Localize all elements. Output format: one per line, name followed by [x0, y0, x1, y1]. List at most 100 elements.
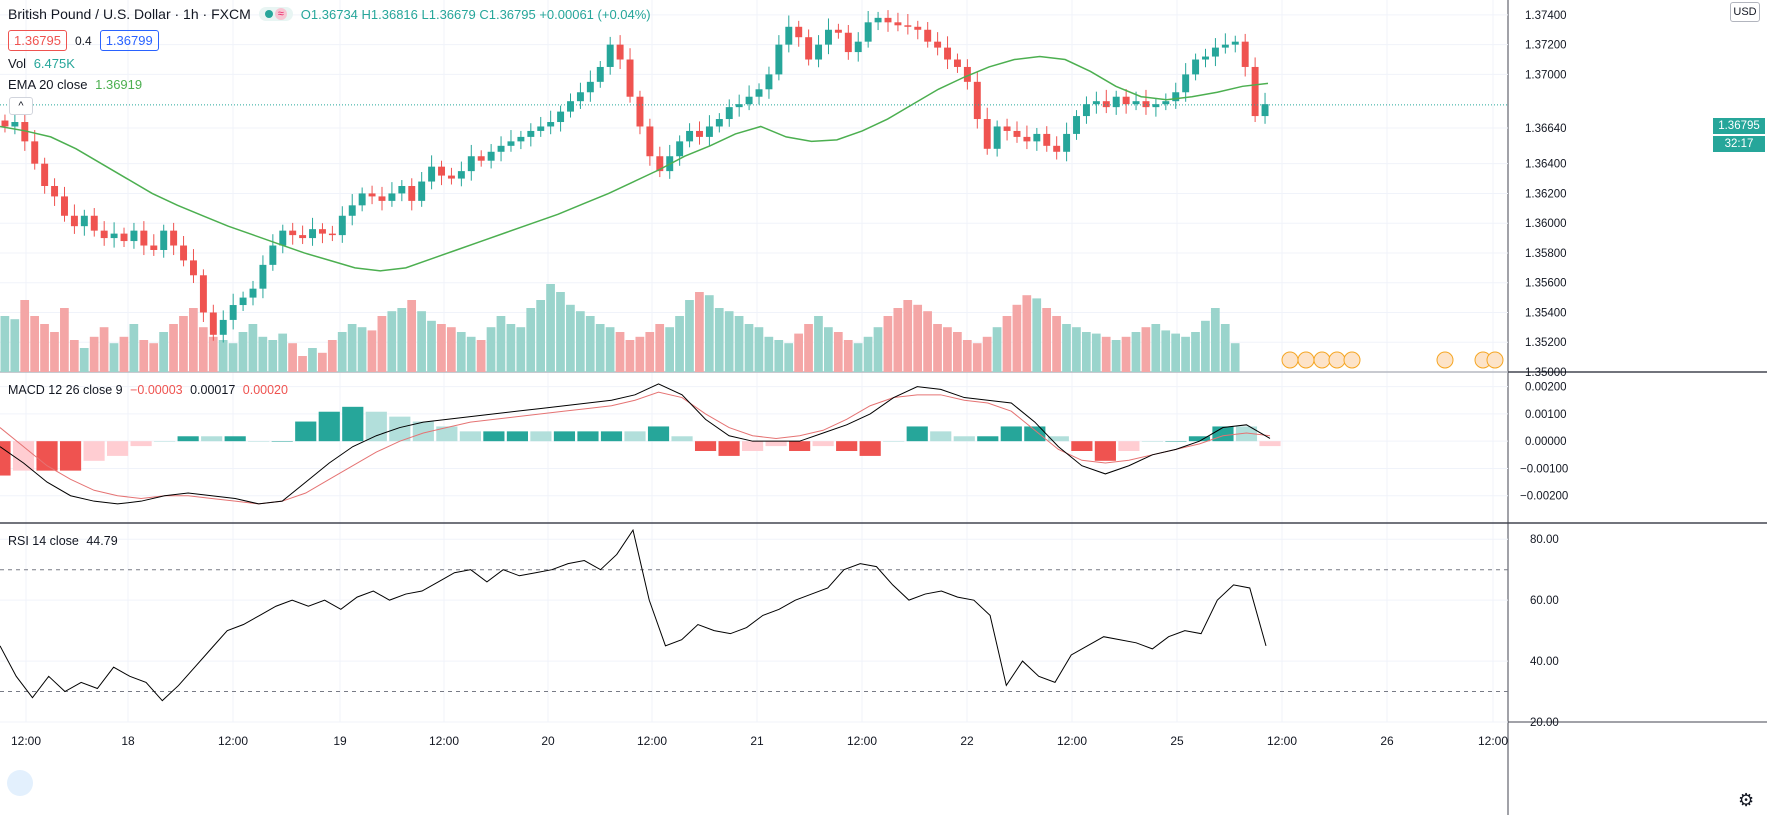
ema-legend[interactable]: EMA 20 close 1.36919 — [8, 77, 142, 92]
macd-histogram-bar — [624, 431, 646, 442]
volume-bar — [784, 343, 794, 372]
candle-body — [646, 126, 654, 157]
collapse-legend-button[interactable]: ^ — [9, 97, 33, 115]
volume-bar — [1151, 324, 1161, 372]
candle-body — [497, 145, 505, 152]
candle-body — [1231, 41, 1239, 45]
volume-bar — [298, 356, 307, 372]
macd-histogram-bar — [224, 436, 246, 442]
macd-legend[interactable]: MACD 12 26 close 9 −0.00003 0.00017 0.00… — [8, 383, 288, 397]
volume-bar — [566, 304, 575, 372]
candle-body — [408, 186, 416, 201]
ema-value: 1.36919 — [95, 77, 143, 92]
y-tick-label: 80.00 — [1530, 534, 1559, 546]
volume-bar — [992, 327, 1002, 372]
event-marker-icon — [1281, 351, 1299, 369]
y-tick-label: −0.00100 — [1520, 463, 1568, 475]
candle-body — [527, 130, 535, 137]
event-marker-icon — [1486, 351, 1504, 369]
volume-bar — [456, 332, 466, 372]
volume-bar — [1091, 333, 1101, 372]
y-tick-label: 1.35400 — [1525, 307, 1567, 319]
market-status[interactable]: ≈ — [258, 7, 293, 21]
volume-bar — [893, 308, 903, 372]
volume-bar — [179, 316, 188, 372]
candle-body — [894, 22, 902, 26]
candle-body — [1023, 136, 1031, 142]
volume-bar — [714, 308, 724, 372]
currency-button[interactable]: USD — [1730, 2, 1760, 22]
volume-bar — [228, 343, 238, 372]
ema-line — [0, 55, 1269, 272]
macd-histogram-bar — [130, 441, 152, 447]
macd-histogram-bar — [12, 441, 35, 471]
volume-bar — [1002, 316, 1012, 372]
candle-body — [358, 193, 366, 206]
candle-body — [576, 92, 584, 102]
candle-body — [368, 193, 376, 197]
rsi-legend[interactable]: RSI 14 close 44.79 — [8, 534, 118, 548]
macd-signal-line — [0, 391, 1271, 505]
bid-button[interactable]: 1.36795 — [8, 30, 67, 51]
event-marker-icon — [1297, 351, 1315, 369]
macd-histogram-bar — [977, 436, 999, 442]
volume-bar — [1012, 304, 1022, 372]
candle-body — [1053, 145, 1061, 152]
volume-bar — [615, 332, 625, 372]
volume-bar — [704, 295, 714, 372]
volume-bar — [1111, 340, 1121, 372]
macd-histogram-bar — [365, 411, 387, 442]
candle-body — [21, 122, 29, 142]
candle-body — [31, 141, 39, 164]
volume-bar — [754, 327, 764, 372]
macd-histogram-bar — [765, 441, 787, 447]
candle-body — [90, 215, 98, 231]
candle-body — [199, 275, 207, 313]
symbol-title[interactable]: British Pound / U.S. Dollar · 1h · FXCM — [8, 6, 251, 22]
candle-body — [1112, 96, 1120, 108]
volume-bar — [883, 316, 893, 372]
volume-bar — [1210, 308, 1220, 372]
settings-gear-icon[interactable]: ⚙ — [1738, 790, 1755, 810]
volume-bar — [308, 348, 317, 372]
ask-button[interactable]: 1.36799 — [99, 30, 159, 51]
macd-histogram-bar — [1047, 436, 1069, 442]
volume-bar — [89, 336, 99, 372]
candle-body — [1132, 101, 1140, 105]
candle-body — [140, 230, 148, 246]
macd-histogram-bar — [483, 431, 505, 442]
volume-bar — [645, 332, 655, 372]
volume-bar — [99, 327, 109, 372]
macd-histogram-bar — [600, 431, 623, 442]
volume-bar — [655, 324, 665, 372]
candle-body — [457, 171, 465, 179]
macd-histogram-bar — [1165, 441, 1187, 442]
volume-bar — [1171, 333, 1181, 372]
volume-bar — [804, 324, 813, 372]
volume-bar — [437, 324, 446, 372]
macd-signal-value: 0.00020 — [242, 383, 288, 397]
macd-histogram-bar — [412, 421, 434, 442]
volume-legend[interactable]: Vol 6.475K — [8, 56, 75, 71]
tradingview-logo-icon[interactable] — [7, 770, 33, 796]
volume-bar — [575, 311, 585, 372]
macd-histogram-bar — [1212, 426, 1234, 442]
volume-bar — [695, 292, 704, 372]
macd-histogram-bar — [1000, 426, 1022, 442]
volume-bar — [556, 292, 565, 372]
candle-body — [1192, 59, 1200, 75]
volume-bar — [278, 333, 288, 372]
volume-bar — [863, 336, 873, 372]
candle-body — [269, 245, 277, 265]
candle-body — [963, 66, 971, 82]
volume-bar — [1101, 336, 1111, 372]
candle-body — [338, 215, 346, 236]
candle-body — [735, 104, 743, 108]
volume-bar — [1062, 324, 1071, 372]
candle-body — [676, 141, 684, 157]
x-tick-label: 22 — [960, 734, 974, 748]
volume-bar — [119, 336, 129, 372]
macd-histogram-bar — [577, 431, 599, 442]
candle-body — [1261, 104, 1269, 117]
